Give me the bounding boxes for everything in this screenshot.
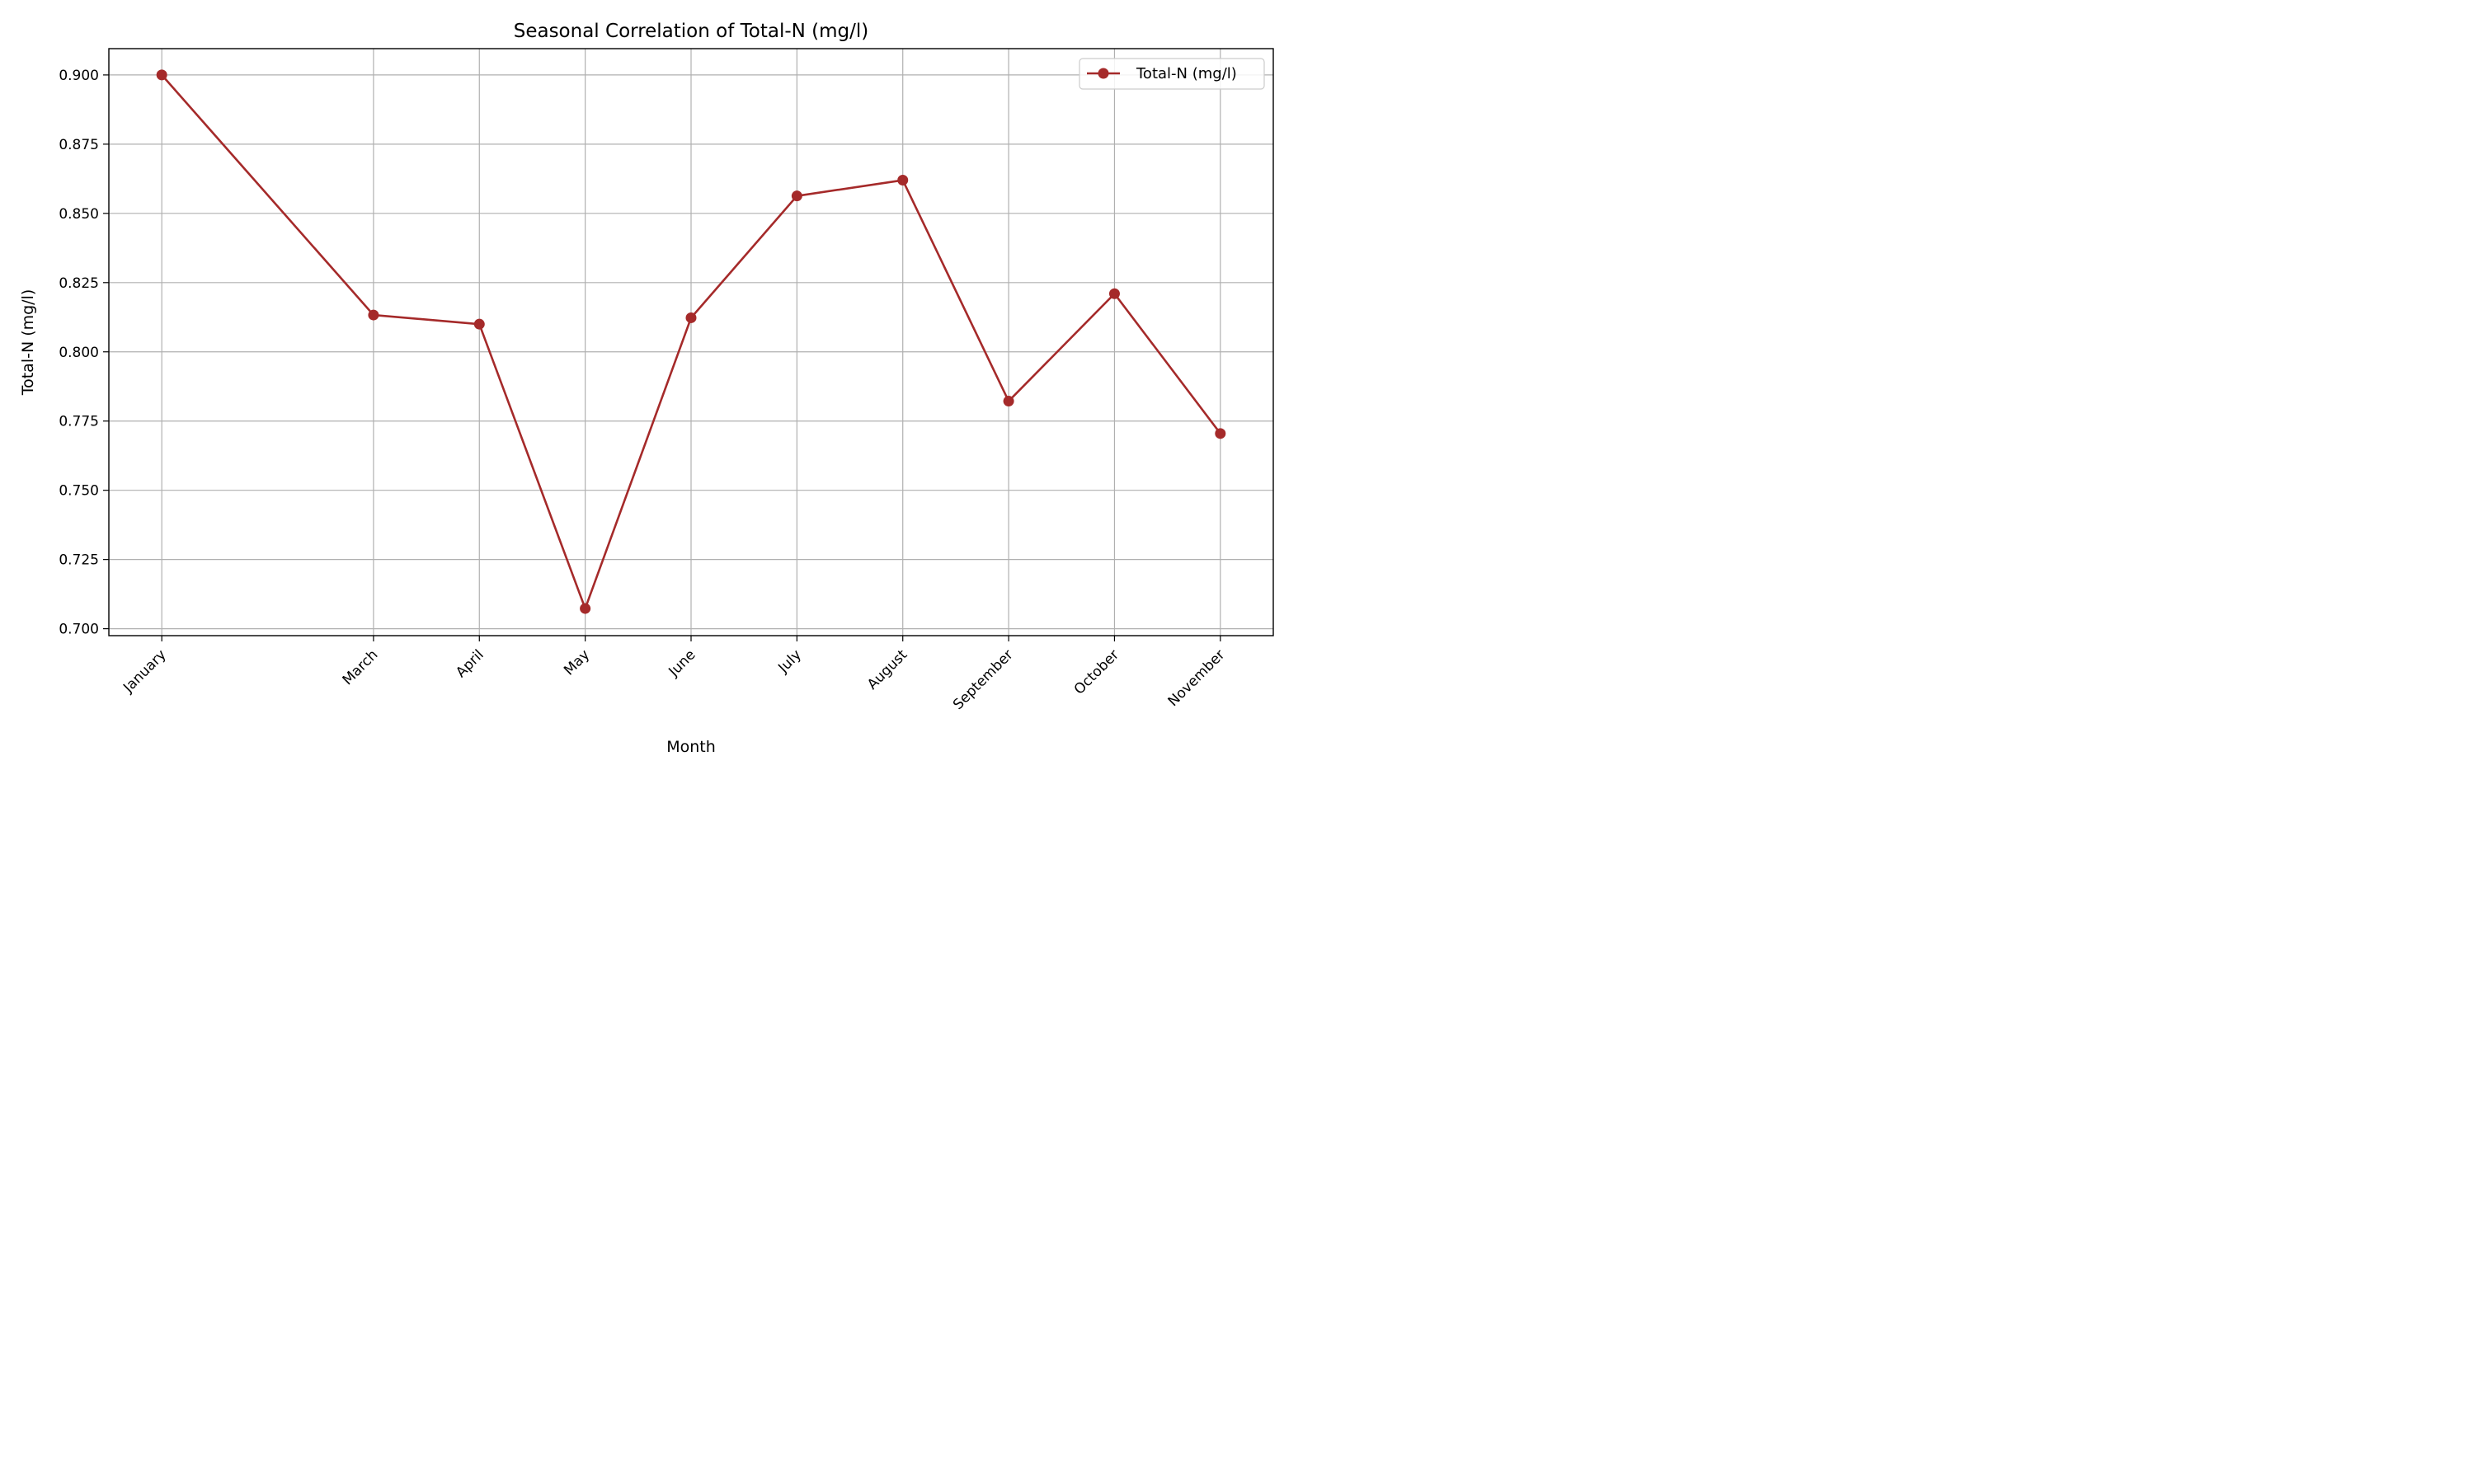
y-tick-label: 0.750 [59, 483, 99, 500]
data-point [685, 312, 697, 323]
legend-entry-label: Total-N (mg/l) [1136, 65, 1237, 82]
y-tick-label: 0.725 [59, 552, 99, 569]
x-tick-label: November [1165, 646, 1229, 710]
legend-point-marker [1098, 68, 1109, 79]
x-tick-label: August [864, 646, 910, 693]
data-point [1108, 288, 1120, 299]
data-point [897, 175, 909, 186]
x-axis: January March April May June July August Septem… [120, 636, 1228, 713]
data-point [473, 318, 485, 330]
data-point [368, 309, 379, 321]
data-point [791, 190, 802, 202]
data-point [1003, 396, 1014, 407]
data-point [1215, 428, 1226, 439]
y-axis-label: Total-N (mg/l) [19, 289, 37, 397]
series-line [161, 74, 1221, 610]
x-axis-label: Month [666, 738, 716, 756]
x-tick-label: September [950, 646, 1017, 713]
x-tick-label: April [453, 646, 487, 681]
y-tick-label: 0.850 [59, 206, 99, 223]
x-tick-label: July [774, 646, 804, 676]
x-tick-label: March [340, 646, 382, 688]
grid-lines [109, 49, 1273, 636]
y-tick-label: 0.825 [59, 275, 99, 292]
x-tick-label: October [1071, 646, 1122, 697]
y-tick-label: 0.900 [59, 68, 99, 84]
y-tick-label: 0.875 [59, 137, 99, 153]
series-total-n [156, 69, 1226, 614]
x-tick-label: June [666, 646, 699, 680]
data-point [156, 69, 167, 81]
x-tick-label: January [120, 646, 169, 696]
y-tick-label: 0.775 [59, 414, 99, 430]
chart-figure: Seasonal Correlation of Total-N (mg/l) 0… [19, 21, 1274, 756]
y-tick-label: 0.800 [59, 345, 99, 361]
y-tick-label: 0.700 [59, 622, 99, 638]
legend: Total-N (mg/l) [1079, 58, 1265, 90]
chart-title: Seasonal Correlation of Total-N (mg/l) [514, 21, 869, 42]
legend-box [1079, 58, 1265, 90]
x-tick-label: May [561, 646, 593, 679]
y-axis: 0.700 0.725 0.750 0.775 0.800 0.825 0.850 0.875… [59, 68, 109, 638]
data-point [580, 603, 591, 614]
